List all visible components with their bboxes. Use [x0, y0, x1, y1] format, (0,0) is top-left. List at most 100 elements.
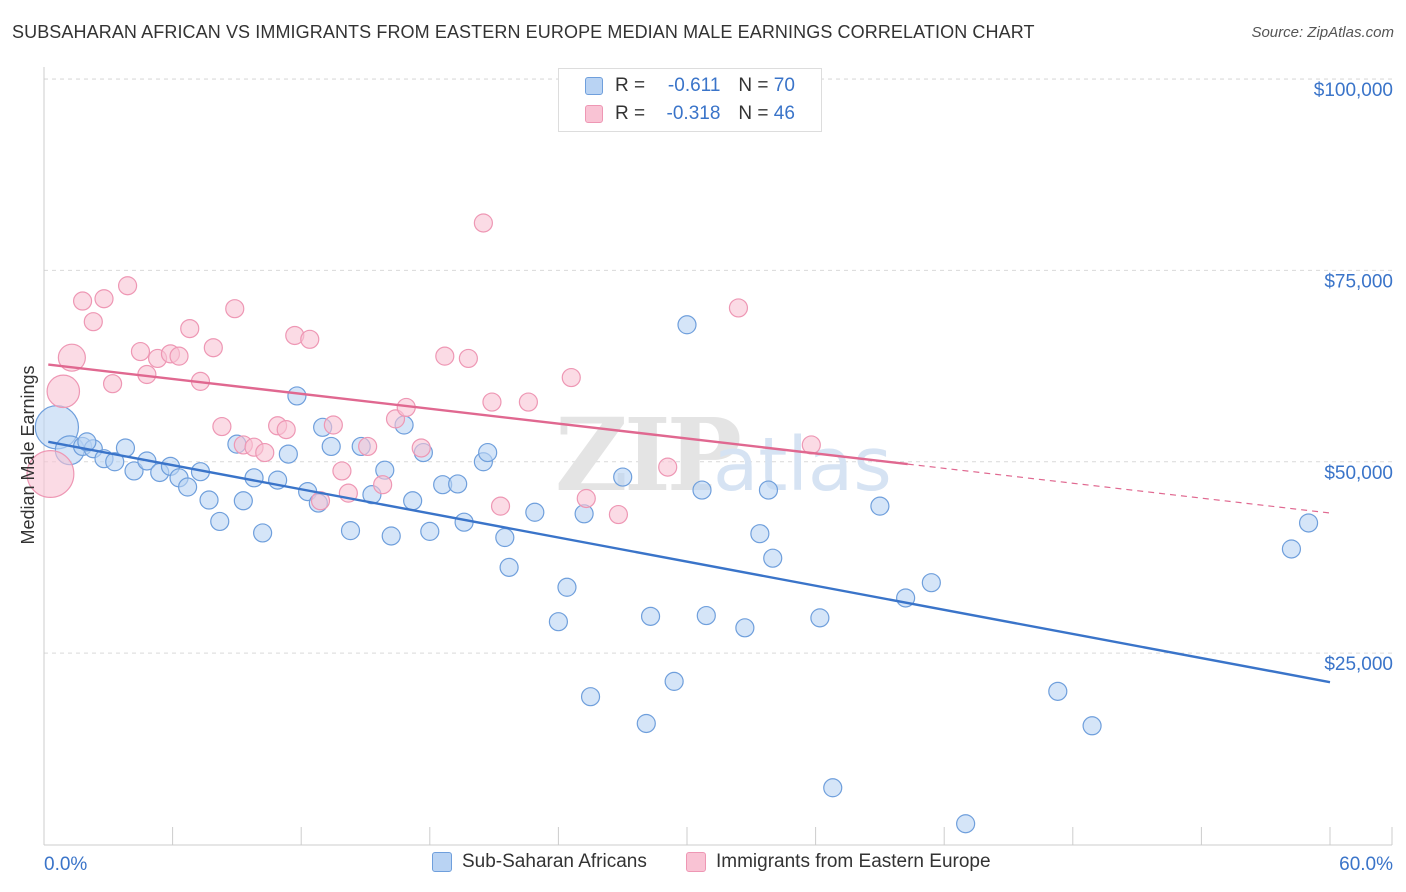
data-point-eastern-europe — [276, 420, 296, 440]
legend-swatch-pink — [585, 105, 603, 123]
data-point-eastern-europe — [561, 367, 581, 388]
data-point-subsaharan — [677, 315, 697, 335]
legend-blue-r-value: -0.611 — [667, 75, 721, 96]
trend-line-eastern-europe — [48, 363, 908, 466]
data-point-subsaharan — [253, 523, 273, 543]
data-point-eastern-europe — [130, 341, 151, 362]
data-point-eastern-europe — [203, 338, 223, 358]
data-point-eastern-europe — [323, 415, 343, 435]
bottom-legend-swatch-pink — [686, 852, 706, 872]
data-point-eastern-europe — [94, 289, 114, 309]
x-tick-label-max: 60.0% — [1339, 854, 1393, 875]
legend-pink-n-label: N = — [738, 103, 769, 124]
data-point-subsaharan — [758, 480, 779, 500]
y-tick-label: $100,000 — [1314, 80, 1393, 101]
data-point-eastern-europe — [490, 496, 511, 516]
data-point-subsaharan — [810, 608, 830, 628]
data-point-eastern-europe — [373, 475, 393, 495]
legend-row-pink: R = -0.318 N = 46 — [585, 101, 795, 127]
data-point-eastern-europe — [458, 348, 478, 369]
chart-title: SUBSAHARAN AFRICAN VS IMMIGRANTS FROM EA… — [12, 22, 1035, 42]
legend-blue-n-value: 70 — [773, 75, 795, 96]
data-point-eastern-europe — [225, 299, 245, 319]
data-point-eastern-europe — [57, 343, 86, 372]
data-point-subsaharan — [178, 477, 198, 497]
data-point-eastern-europe — [473, 213, 493, 233]
data-point-eastern-europe — [26, 449, 75, 498]
data-point-eastern-europe — [576, 488, 596, 509]
y-tick-label: $75,000 — [1324, 271, 1393, 292]
bottom-legend-blue-label: Sub-Saharan Africans — [462, 851, 647, 872]
trend-line-eastern-europe-extension — [907, 463, 1331, 514]
data-point-subsaharan — [1298, 513, 1319, 533]
data-point-eastern-europe — [83, 312, 103, 332]
data-point-subsaharan — [478, 442, 498, 463]
chart-source: Source: ZipAtlas.com — [1251, 24, 1394, 41]
legend-blue-n-label: N = — [738, 75, 769, 96]
data-point-subsaharan — [735, 618, 755, 638]
legend-swatch-blue — [585, 77, 603, 95]
data-point-subsaharan — [381, 526, 401, 546]
data-point-subsaharan — [499, 557, 519, 577]
data-point-eastern-europe — [300, 329, 320, 349]
data-point-eastern-europe — [332, 461, 352, 481]
data-point-eastern-europe — [482, 392, 502, 412]
y-tick-label: $50,000 — [1324, 463, 1393, 484]
bottom-legend-pink: Immigrants from Eastern Europe — [686, 851, 991, 873]
data-point-subsaharan — [420, 521, 440, 541]
legend-row-blue: R = -0.611 N = 70 — [585, 73, 795, 99]
data-point-eastern-europe — [255, 442, 275, 463]
data-point-subsaharan — [124, 461, 144, 481]
data-point-subsaharan — [956, 814, 976, 834]
data-point-subsaharan — [750, 524, 770, 544]
legend-pink-r-value: -0.318 — [666, 103, 721, 124]
data-point-subsaharan — [763, 548, 783, 568]
y-tick-label: $25,000 — [1324, 654, 1393, 675]
data-point-subsaharan — [77, 432, 97, 452]
bottom-legend-swatch-blue — [432, 852, 452, 872]
data-point-subsaharan — [548, 612, 569, 632]
data-point-subsaharan — [557, 577, 577, 597]
data-point-subsaharan — [233, 491, 253, 511]
data-point-subsaharan — [287, 386, 307, 406]
data-point-subsaharan — [403, 491, 423, 511]
data-point-subsaharan — [692, 480, 712, 500]
trend-layer — [48, 363, 1331, 684]
data-point-subsaharan — [278, 444, 298, 464]
data-point-eastern-europe — [72, 291, 93, 311]
data-point-subsaharan — [870, 496, 890, 516]
bottom-legend-pink-label: Immigrants from Eastern Europe — [716, 851, 991, 872]
data-point-eastern-europe — [608, 504, 629, 525]
data-point-subsaharan — [613, 467, 633, 487]
legend-pink-n-value: 46 — [773, 103, 795, 124]
data-point-subsaharan — [636, 713, 656, 734]
legend-blue-r-label: R = — [615, 75, 646, 96]
trend-line-subsaharan — [48, 440, 1331, 684]
data-point-subsaharan — [495, 527, 515, 548]
bottom-legend-blue: Sub-Saharan Africans — [432, 851, 647, 873]
data-point-subsaharan — [199, 490, 219, 510]
correlation-legend: R = -0.611 N = 70 R = -0.318 N = 46 — [558, 68, 822, 132]
data-point-eastern-europe — [46, 374, 81, 409]
data-point-subsaharan — [321, 436, 341, 457]
data-point-subsaharan — [640, 606, 661, 626]
data-point-subsaharan — [696, 605, 716, 626]
data-point-eastern-europe — [169, 346, 189, 366]
data-point-eastern-europe — [435, 346, 455, 366]
data-point-subsaharan — [1281, 539, 1302, 559]
data-point-subsaharan — [340, 521, 361, 541]
data-point-eastern-europe — [102, 374, 123, 394]
data-point-subsaharan — [921, 573, 941, 593]
data-point-subsaharan — [823, 778, 843, 798]
data-point-eastern-europe — [358, 436, 378, 457]
data-point-subsaharan — [105, 452, 125, 472]
data-point-subsaharan — [244, 468, 264, 488]
points-layer — [26, 213, 1319, 834]
data-point-subsaharan — [525, 502, 545, 522]
data-point-eastern-europe — [658, 457, 678, 477]
data-point-eastern-europe — [411, 438, 431, 458]
x-tick-label-min: 0.0% — [44, 854, 87, 875]
watermark-atlas: atlas — [713, 422, 892, 508]
data-point-subsaharan — [1048, 681, 1068, 701]
